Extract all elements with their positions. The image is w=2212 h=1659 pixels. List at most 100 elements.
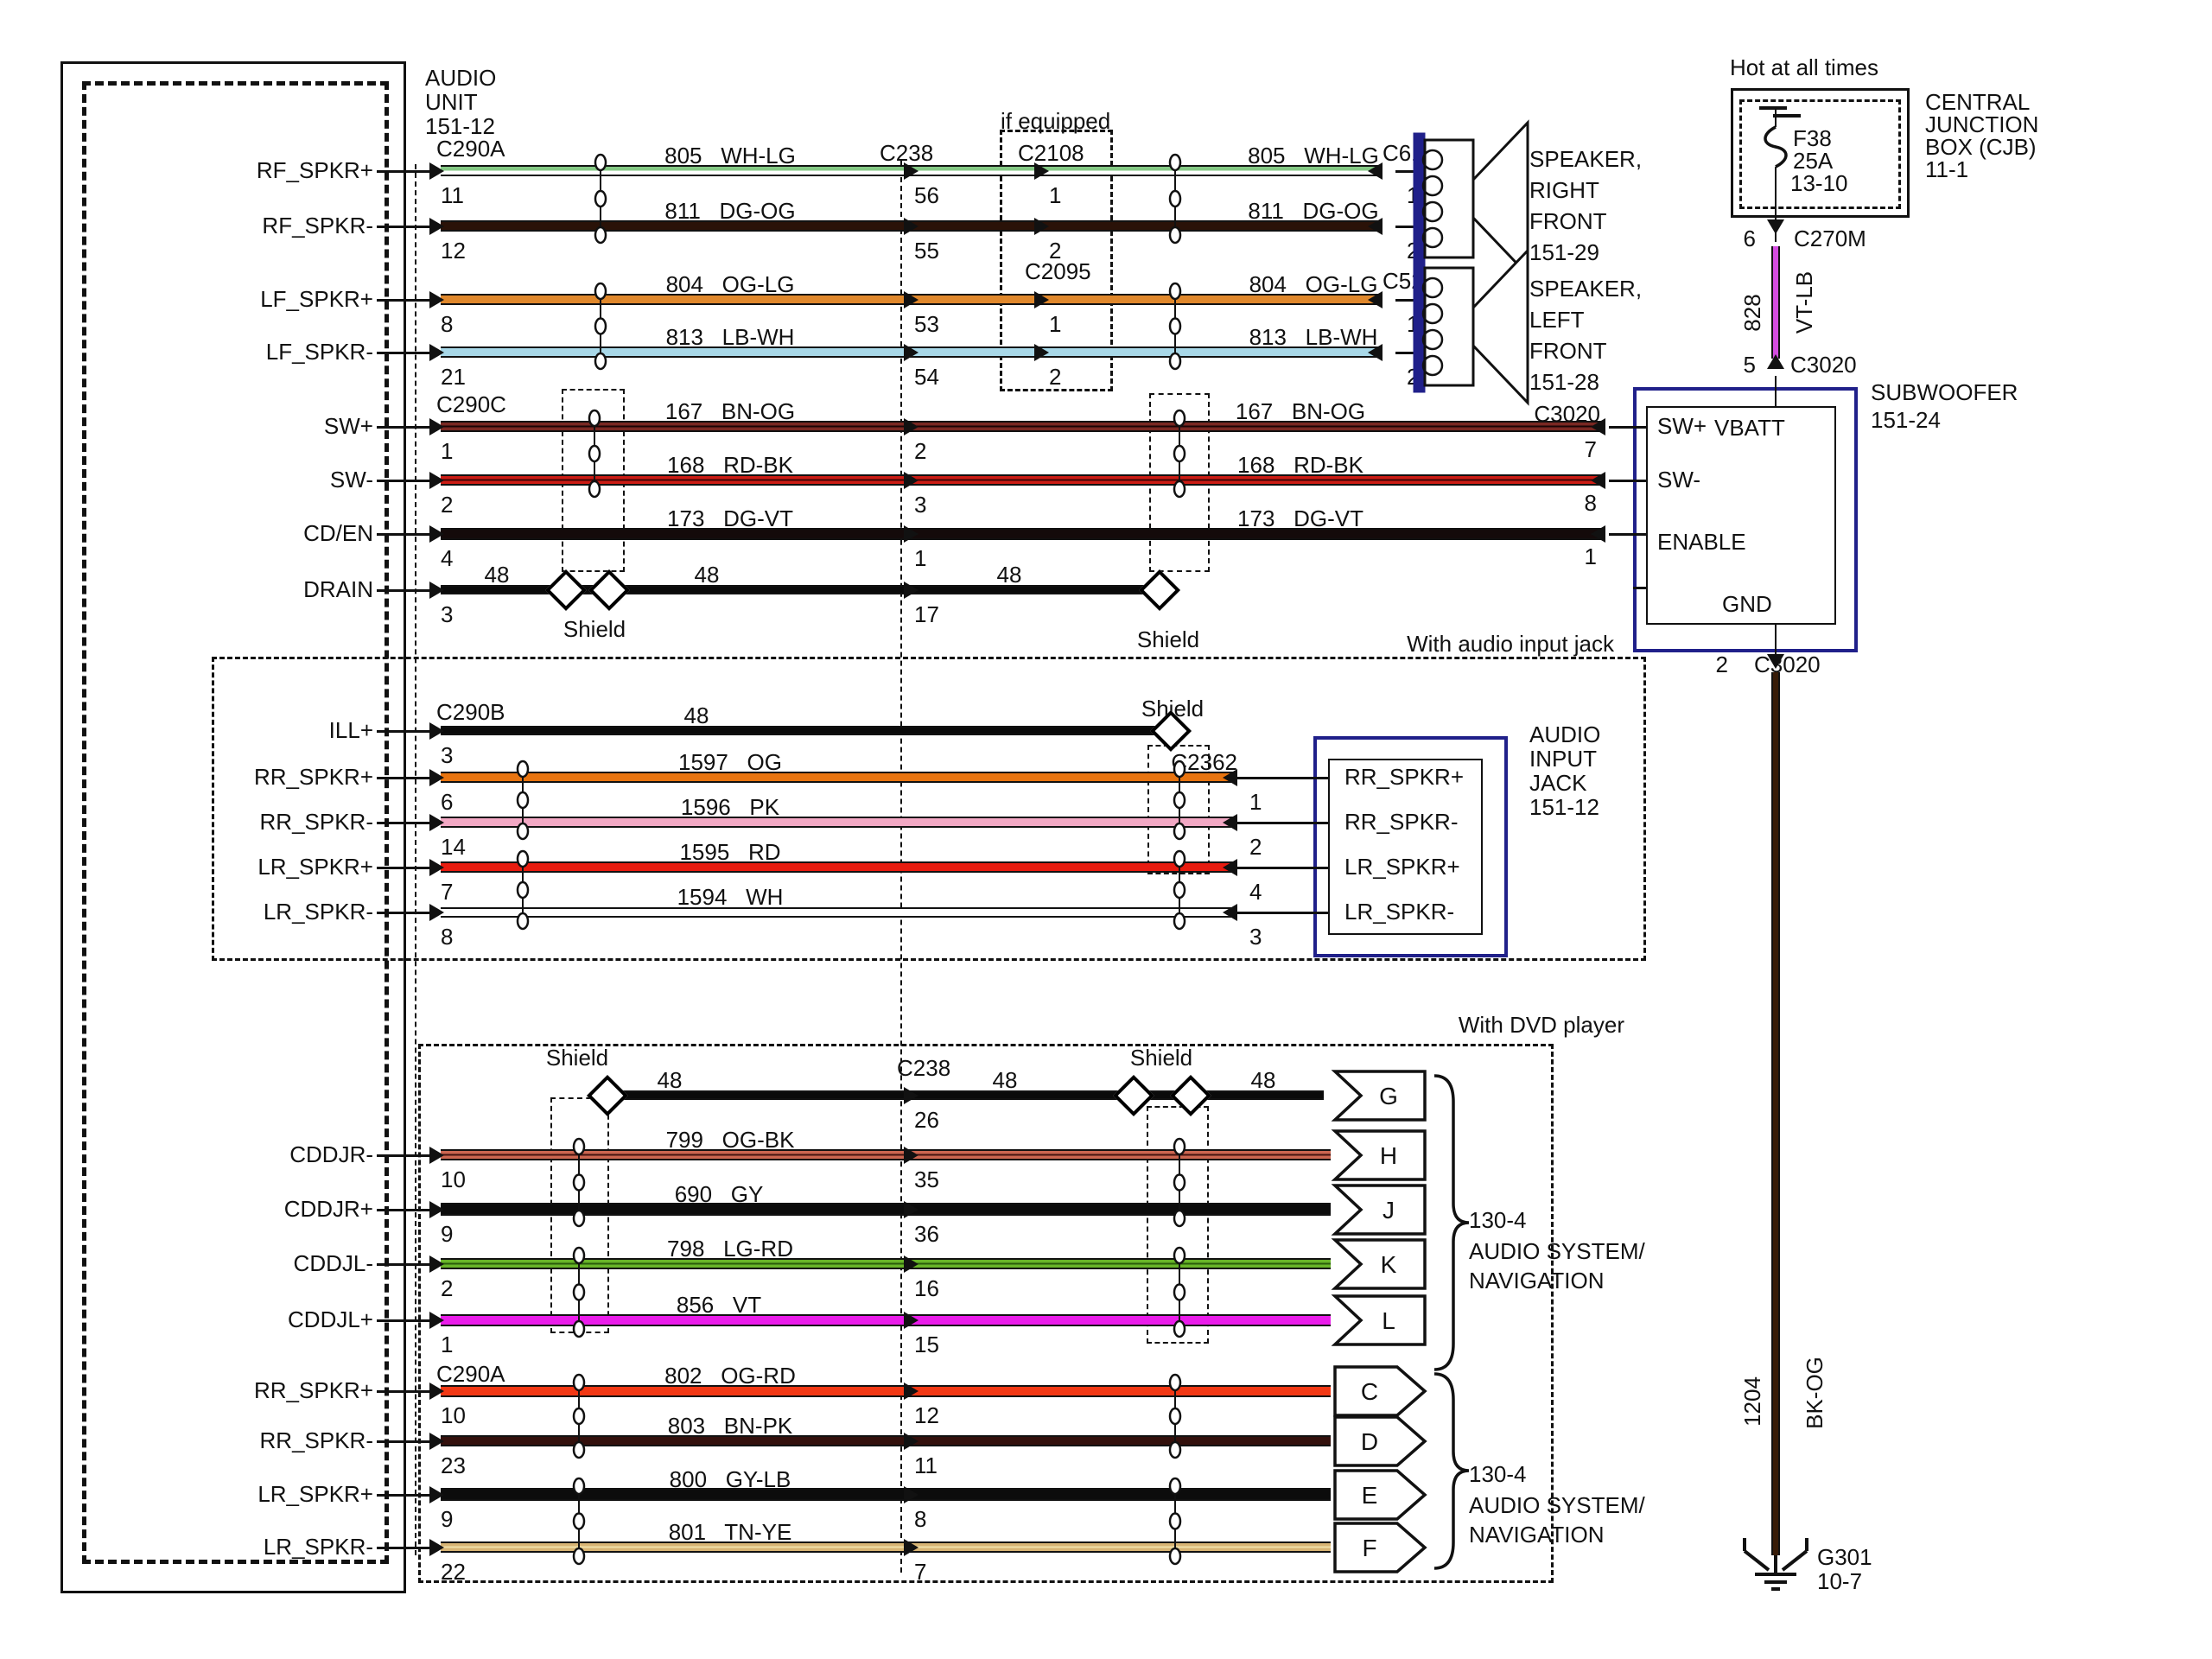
twist-loop-10-2 xyxy=(572,1209,586,1228)
speaker-coil-box-0 xyxy=(1423,138,1475,259)
stub-left-13 xyxy=(377,1154,429,1157)
twist-loop-13-1 xyxy=(1173,1283,1186,1301)
label-1: 1 xyxy=(441,438,454,464)
label-rf-spkr: RF_SPKR- xyxy=(262,213,373,238)
twist-loop-5-2 xyxy=(1173,480,1186,499)
label-hot-at-all-times: Hot at all times xyxy=(1730,54,1878,80)
label-rr-spkr: RR_SPKR+ xyxy=(1344,764,1464,790)
wire-DG-VT-6 xyxy=(441,528,1605,540)
speaker-coil-1-0 xyxy=(1421,276,1444,299)
twist-loop-15-2 xyxy=(572,1547,586,1566)
twist-loop-16-1 xyxy=(1168,1407,1182,1426)
label-1597-og: 1597 OG xyxy=(678,749,782,775)
label-2: 2 xyxy=(1715,652,1728,677)
twist-loop-4-0 xyxy=(588,409,601,428)
box-3 xyxy=(418,1044,1554,1583)
arrowhead-c238-13 xyxy=(904,1382,918,1400)
twist-loop-6-1 xyxy=(516,791,530,810)
label-box-cjb: BOX (CJB) xyxy=(1925,134,2037,160)
label-11-1: 11-1 xyxy=(1925,156,1969,182)
brace-0 xyxy=(1433,1074,1470,1371)
label-c290a: C290A xyxy=(436,1361,505,1387)
wire-WH-14 xyxy=(441,907,1236,918)
twist-loop-12-0 xyxy=(1173,1137,1186,1156)
stub-left-0 xyxy=(377,170,429,173)
twist-loop-5-1 xyxy=(1173,444,1186,463)
arrowhead-c290-4 xyxy=(429,418,444,435)
wire-PK-12 xyxy=(441,817,1236,828)
wire-BK-16 xyxy=(1149,1090,1175,1100)
arrowhead-c238-14 xyxy=(904,1433,918,1450)
label-sw: SW+ xyxy=(1657,413,1707,439)
label-c3020: C3020 xyxy=(1790,352,1857,378)
ground-wing-1 xyxy=(1743,1549,1770,1572)
terminal-G xyxy=(1331,1070,1427,1122)
twist-loop-1-0 xyxy=(594,282,607,301)
label-16: 16 xyxy=(914,1275,939,1301)
vwire-0 xyxy=(1771,246,1780,359)
twist-loop-11-2 xyxy=(572,1319,586,1338)
label-c290b: C290B xyxy=(436,699,505,725)
label-2: 2 xyxy=(441,1275,454,1301)
vline-0 xyxy=(415,164,416,1555)
label-rr-spkr: RR_SPKR+ xyxy=(254,764,373,790)
twist-loop-13-2 xyxy=(1173,1319,1186,1338)
speaker-horn-1 xyxy=(1471,247,1529,406)
wire-BK-15 xyxy=(623,1090,1119,1100)
label-audio-system: AUDIO SYSTEM/ xyxy=(1469,1492,1645,1518)
label-cddjr: CDDJR+ xyxy=(283,1196,373,1222)
label-151-12: 151-12 xyxy=(425,113,495,139)
arrowhead-c2362-0 xyxy=(1223,769,1237,786)
twist-loop-4-2 xyxy=(588,480,601,499)
stub-0 xyxy=(1395,170,1414,173)
label-130-4: 130-4 xyxy=(1469,1207,1527,1233)
label-lr-spkr: LR_SPKR- xyxy=(263,1534,373,1560)
arrowhead-speaker-1 xyxy=(1368,218,1382,235)
label-856-vt: 856 VT xyxy=(676,1292,762,1318)
label-central: CENTRAL xyxy=(1925,89,2031,115)
label-36: 36 xyxy=(914,1221,939,1247)
label-c290a: C290A xyxy=(436,136,505,162)
label-1: 1 xyxy=(1249,789,1262,815)
label-8: 8 xyxy=(914,1506,927,1532)
stub-left-3 xyxy=(377,352,429,354)
label-7: 7 xyxy=(441,879,454,905)
label-1: 1 xyxy=(1584,543,1597,569)
arrowhead-c238-1 xyxy=(904,218,918,235)
arrowhead-c2108-1 xyxy=(1034,218,1049,235)
arrowhead-c290-7 xyxy=(429,582,444,599)
arrowhead-speaker-0 xyxy=(1368,162,1382,180)
twist-loop-9-1 xyxy=(1173,880,1186,899)
label-sw: SW- xyxy=(329,467,373,493)
label-c290c: C290C xyxy=(436,391,506,417)
arrowhead-up-0 xyxy=(1767,354,1784,369)
label-48: 48 xyxy=(657,1067,683,1093)
label-21: 21 xyxy=(441,364,466,390)
label-audio: AUDIO xyxy=(1529,721,1601,747)
label-802-og-rd: 802 OG-RD xyxy=(664,1363,796,1389)
twist-loop-14-1 xyxy=(572,1407,586,1426)
speaker-coil-1-1 xyxy=(1421,302,1444,325)
twist-loop-6-2 xyxy=(516,822,530,841)
speaker-coil-0-1 xyxy=(1421,175,1444,197)
arrowhead-c290-10 xyxy=(429,814,444,831)
twist-loop-7-0 xyxy=(516,849,530,868)
terminal-C xyxy=(1333,1365,1427,1417)
terminal-letter-C: C xyxy=(1361,1378,1378,1405)
label-gnd: GND xyxy=(1722,591,1772,617)
label-3: 3 xyxy=(1249,924,1262,950)
stub-left-16 xyxy=(377,1319,429,1322)
wire-BK-8 xyxy=(581,585,594,594)
arrowhead-c2362-1 xyxy=(1223,814,1237,831)
label-f38: F38 xyxy=(1793,125,1832,151)
label-cddjr: CDDJR- xyxy=(289,1141,373,1167)
label-c270m: C270M xyxy=(1794,226,1866,251)
arrowhead-c290-13 xyxy=(429,1147,444,1164)
label-left: LEFT xyxy=(1529,307,1585,333)
label-1594-wh: 1594 WH xyxy=(677,884,784,910)
label-navigation: NAVIGATION xyxy=(1469,1268,1605,1294)
speaker-bar-0 xyxy=(1413,132,1426,265)
label-3: 3 xyxy=(914,492,927,518)
label-804-og-lg: 804 OG-LG xyxy=(665,271,795,297)
